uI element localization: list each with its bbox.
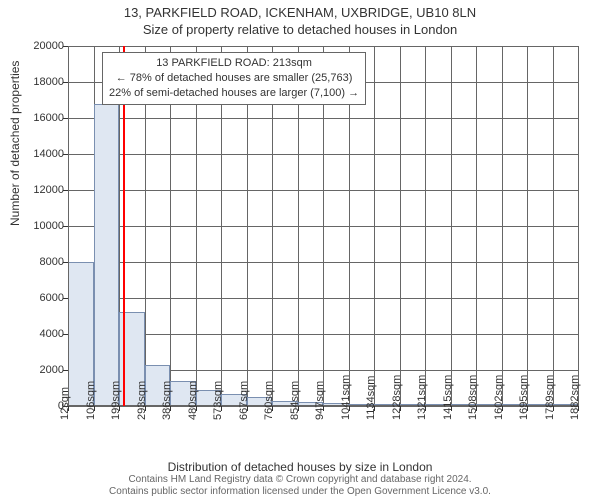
callout-line3: 22% of semi-detached houses are larger (… <box>109 86 359 101</box>
histogram-bar <box>94 104 120 406</box>
y-axis-title: Number of detached properties <box>8 61 22 226</box>
y-tick-mark <box>63 82 68 83</box>
y-tick-label: 8000 <box>4 256 64 268</box>
y-tick-label: 0 <box>4 400 64 412</box>
y-tick-label: 4000 <box>4 328 64 340</box>
y-tick-label: 20000 <box>4 40 64 52</box>
grid-line-v <box>578 46 579 406</box>
callout-line1: 13 PARKFIELD ROAD: 213sqm <box>109 56 359 71</box>
y-tick-mark <box>63 154 68 155</box>
attribution: Contains HM Land Registry data © Crown c… <box>0 474 600 498</box>
y-tick-mark <box>63 46 68 47</box>
y-tick-mark <box>63 190 68 191</box>
attribution-line2: Contains public sector information licen… <box>0 486 600 498</box>
plot-area: 13 PARKFIELD ROAD: 213sqm ← 78% of detac… <box>68 46 578 406</box>
chart-title-line1: 13, PARKFIELD ROAD, ICKENHAM, UXBRIDGE, … <box>0 0 600 22</box>
x-axis-title: Distribution of detached houses by size … <box>0 460 600 474</box>
y-tick-label: 6000 <box>4 292 64 304</box>
y-tick-mark <box>63 262 68 263</box>
y-tick-mark <box>63 370 68 371</box>
y-tick-mark <box>63 334 68 335</box>
chart-title-line2: Size of property relative to detached ho… <box>0 22 600 43</box>
y-axis-line <box>68 46 69 406</box>
y-tick-label: 2000 <box>4 364 64 376</box>
y-tick-mark <box>63 226 68 227</box>
attribution-line1: Contains HM Land Registry data © Crown c… <box>0 474 600 486</box>
callout-line2: ← 78% of detached houses are smaller (25… <box>109 71 359 86</box>
property-callout: 13 PARKFIELD ROAD: 213sqm ← 78% of detac… <box>102 52 366 105</box>
y-tick-mark <box>63 118 68 119</box>
y-tick-mark <box>63 298 68 299</box>
